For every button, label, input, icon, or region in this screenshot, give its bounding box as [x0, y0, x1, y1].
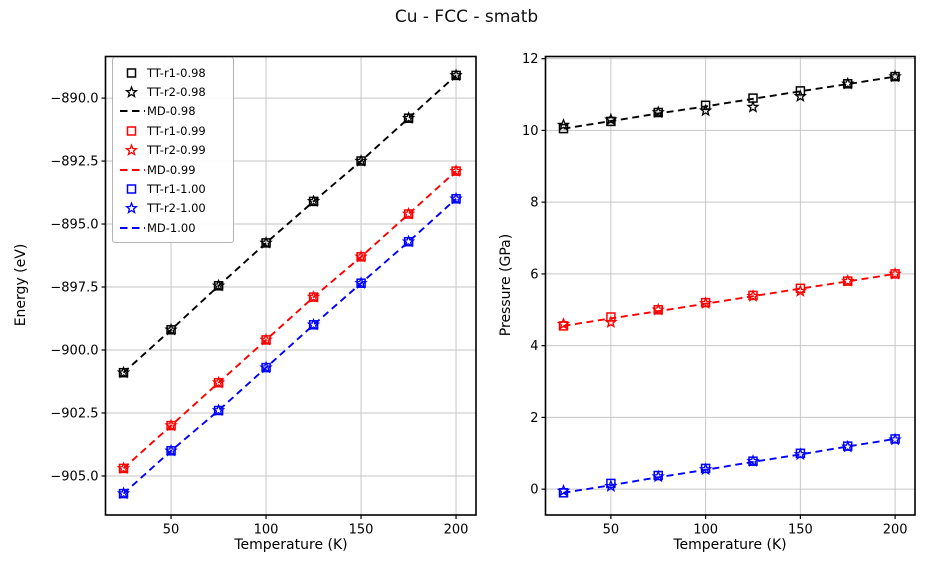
series-MD-0.98	[122, 74, 457, 374]
y-tick-label: −892.5	[50, 155, 98, 170]
square-marker-icon	[126, 126, 137, 136]
plot-border	[104, 55, 477, 516]
y-tick-label: −895.0	[50, 218, 98, 233]
subplot-pressure-vs-temperature: 50 100 150 200 0 2 4 6 8 10 12	[522, 52, 916, 538]
series-MD-0.98	[563, 75, 896, 130]
legend-label: MD-0.99	[147, 162, 196, 177]
x-tick-label: 100	[693, 523, 718, 538]
y-tick-label: −897.5	[50, 281, 98, 296]
energy-yaxis-label: Energy (eV)	[13, 243, 29, 327]
x-tick-label: 150	[349, 523, 374, 538]
legend-item: TT-r2-1.00	[119, 199, 229, 218]
legend: TT-r1-0.98 TT-r2-0.98 MD-0.98 TT-r1-0.99 TT-…	[112, 57, 234, 243]
legend-label: TT-r1-1.00	[147, 182, 206, 197]
series-TT-r2-0.99	[116, 164, 463, 475]
series-TT-r2-1.00	[116, 191, 463, 500]
axis-ticks: 50 100 150 200 −890.0 −892.5 −895.0 −897.5 −900.…	[50, 92, 468, 538]
x-tick-label: 200	[883, 523, 908, 538]
pressure-yaxis-label: Pressure (GPa)	[498, 233, 514, 337]
series-MD-1.00	[122, 198, 457, 495]
legend-label: TT-r1-0.98	[147, 65, 206, 80]
gridlines	[545, 56, 915, 515]
y-tick-label: 0	[530, 483, 538, 498]
legend-item: MD-1.00	[119, 218, 229, 237]
dash-marker-icon	[120, 226, 145, 229]
y-tick-label: 6	[530, 267, 538, 282]
legend-label: TT-r2-1.00	[147, 201, 206, 216]
axis-ticks: 50 100 150 200 0 2 4 6 8 10 12	[522, 52, 908, 537]
y-tick-label: 12	[522, 52, 539, 67]
legend-label: TT-r1-0.99	[147, 123, 206, 138]
series-MD-0.99	[563, 272, 896, 327]
star-marker-icon	[124, 201, 139, 215]
star-marker-icon	[124, 85, 139, 99]
x-tick-label: 150	[788, 523, 813, 538]
x-tick-label: 50	[163, 523, 180, 538]
y-tick-label: −890.0	[50, 92, 98, 107]
legend-item: MD-0.99	[119, 160, 229, 179]
y-tick-label: 2	[530, 411, 538, 426]
dash-marker-icon	[120, 110, 145, 113]
legend-item: TT-r1-1.00	[119, 179, 229, 198]
series-TT-r2-0.99	[556, 266, 902, 330]
series-TT-r2-0.98	[116, 68, 463, 379]
y-tick-label: 10	[522, 124, 539, 139]
y-tick-label: −900.0	[50, 343, 98, 358]
series-MD-0.99	[122, 170, 457, 470]
legend-item: TT-r1-0.98	[119, 63, 229, 82]
x-tick-label: 200	[444, 523, 469, 538]
square-marker-icon	[126, 67, 137, 78]
figure-title: Cu - FCC - smatb	[394, 7, 539, 27]
star-marker-icon	[124, 143, 139, 157]
y-tick-label: 8	[530, 196, 538, 211]
plot-border	[544, 55, 916, 516]
legend-label: TT-r2-0.99	[147, 143, 206, 158]
energy-xaxis-label: Temperature (K)	[234, 537, 348, 553]
legend-label: MD-0.98	[147, 104, 196, 119]
legend-label: MD-1.00	[147, 220, 196, 235]
series-TT-r2-1.00	[556, 432, 902, 497]
y-tick-label: −902.5	[50, 406, 98, 421]
legend-item: MD-0.98	[119, 102, 229, 121]
legend-item: TT-r2-0.98	[119, 82, 229, 101]
series-TT-r2-0.98	[556, 69, 902, 131]
legend-label: TT-r2-0.98	[147, 85, 206, 100]
legend-item: TT-r2-0.99	[119, 141, 229, 160]
x-tick-label: 50	[603, 523, 620, 538]
y-tick-label: −905.0	[50, 469, 98, 484]
square-marker-icon	[126, 184, 137, 194]
y-tick-label: 4	[530, 339, 538, 354]
dash-marker-icon	[120, 168, 145, 171]
legend-item: TT-r1-0.99	[119, 121, 229, 140]
x-tick-label: 100	[254, 523, 279, 538]
series-MD-1.00	[563, 437, 896, 494]
pressure-xaxis-label: Temperature (K)	[673, 537, 787, 553]
